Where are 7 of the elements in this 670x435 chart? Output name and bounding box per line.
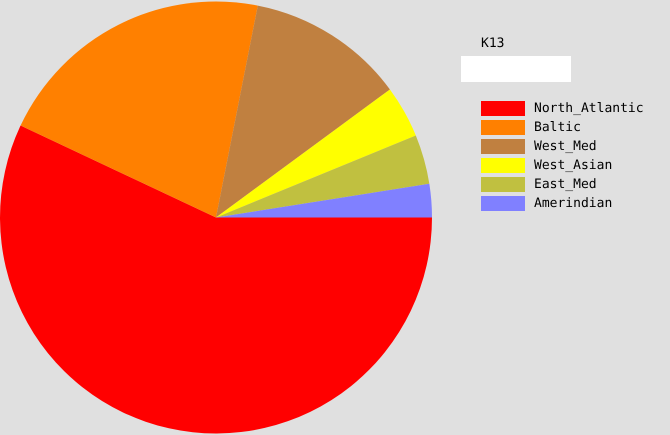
legend-label: North_Atlantic [534, 101, 644, 116]
legend-label: Amerindian [534, 196, 612, 211]
legend-label: East_Med [534, 177, 597, 192]
legend-label: Baltic [534, 120, 581, 135]
legend-label: West_Med [534, 139, 597, 154]
text: K13 [481, 36, 504, 51]
legend-label: West_Asian [534, 158, 612, 173]
